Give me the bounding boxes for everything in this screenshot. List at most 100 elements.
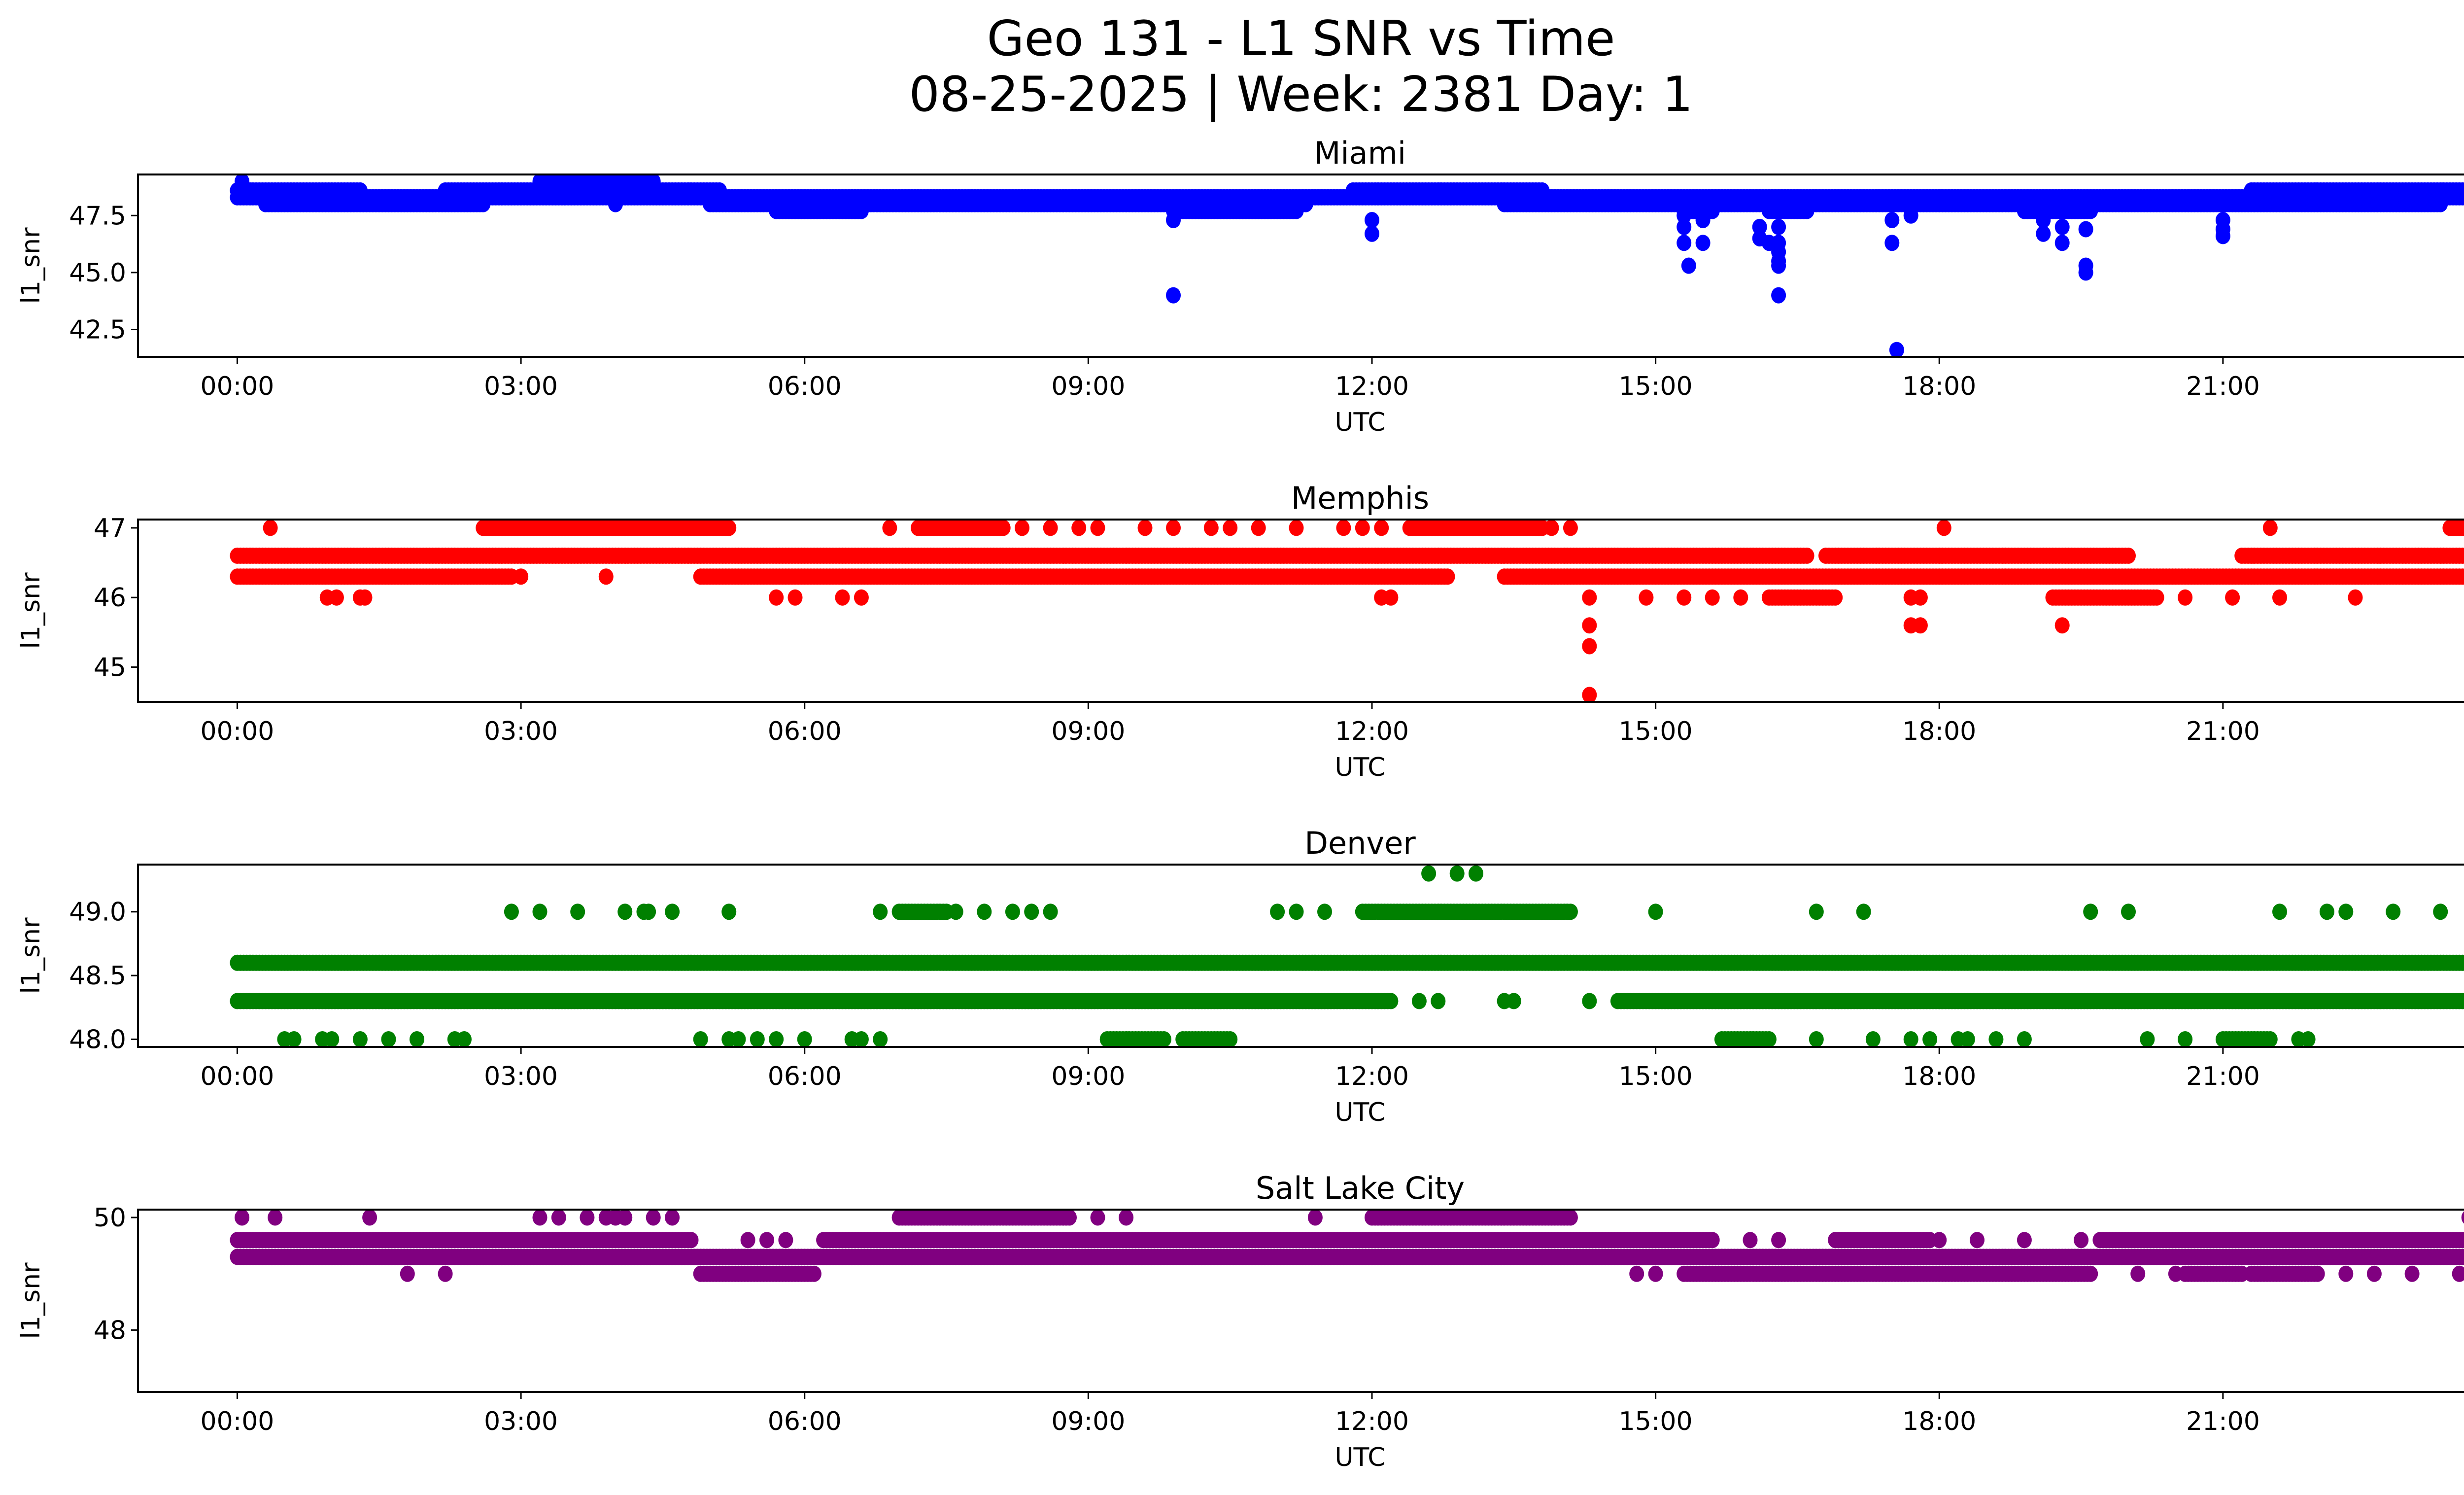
data-point-outlier [1677,207,1692,224]
data-point-outlier [2054,218,2070,235]
data-point-outlier [1639,589,1654,606]
data-point-outlier [1449,865,1465,882]
data-point-outlier [235,174,250,190]
data-point-outlier [1677,589,1692,606]
data-point-outlier [977,904,992,920]
data-point [2149,589,2164,606]
data-point-outlier [2300,1031,2316,1047]
data-point-outlier [2078,221,2093,238]
data-point-outlier [854,1031,869,1047]
x-tick-label: 12:00 [1335,717,1409,746]
data-point-outlier [1771,287,1786,304]
figure-title-line2: 08-25-2025 | Week: 2381 Day: 1 [909,67,1693,123]
data-point-outlier [1582,589,1597,606]
data-point-outlier [1421,865,1437,882]
data-point-outlier [1166,212,1181,228]
data-point-outlier [1270,904,1285,920]
data-point-outlier [1015,520,1029,536]
data-point [1289,203,1304,219]
data-point-outlier [1695,212,1711,228]
data-point-outlier [1903,207,1918,224]
x-tick-label: 06:00 [768,717,842,746]
data-point-outlier [617,904,633,920]
data-point-outlier [1582,687,1597,702]
data-point [1799,203,1814,219]
data-point-outlier [1137,520,1153,536]
data-point-outlier [1695,235,1711,251]
data-point-outlier [1317,904,1332,920]
scatter-points [230,520,2464,702]
x-tick-label: 00:00 [201,1062,274,1091]
data-point-outlier [357,589,373,606]
data-point [1156,1031,1171,1047]
data-point-outlier [1922,1031,1938,1047]
data-point-outlier [1809,1031,1824,1047]
data-point-outlier [731,1031,746,1047]
y-axis-label: l1_snr [16,227,46,304]
x-tick-label: 15:00 [1619,717,1693,746]
data-point-outlier [1365,212,1379,228]
data-point-outlier [2178,589,2193,606]
data-point [2461,956,2464,969]
data-point [1828,589,1843,606]
data-point [476,196,491,212]
data-point [1383,993,1399,1009]
data-point-outlier [1988,1031,2004,1047]
data-point [2461,570,2464,583]
data-point-outlier [2178,1031,2193,1047]
data-point-outlier [2215,228,2230,244]
data-point-outlier [854,589,869,606]
data-point-outlier [570,904,585,920]
x-tick-label: 21:00 [2186,372,2260,401]
data-point-outlier [787,589,803,606]
scatter-points [230,865,2464,1047]
y-tick-label: 47 [94,514,126,543]
data-point-outlier [1582,993,1597,1009]
axes-frame [137,519,2464,703]
data-point-outlier [329,589,344,606]
y-axis-label: l1_snr [16,572,46,649]
data-point-outlier [1903,589,1918,606]
y-tick-label: 45.0 [69,258,126,288]
data-point-outlier [2036,225,2051,242]
y-tick-label: 46 [94,583,126,613]
x-tick-label: 03:00 [484,1062,558,1091]
data-point [2461,191,2464,204]
data-point-outlier [1677,235,1692,251]
data-point-outlier [1289,904,1304,920]
data-point [1223,1031,1238,1047]
data-point-outlier [1771,257,1786,274]
data-point-outlier [2121,904,2136,920]
data-point-outlier [1203,520,1219,536]
data-point-outlier [2017,1031,2032,1047]
x-axis-label: UTC [1335,408,1385,437]
data-point-outlier [721,904,737,920]
data-point-outlier [2272,904,2287,920]
data-point [1563,904,1578,920]
data-point-outlier [1431,993,1446,1009]
x-tick-label: 18:00 [1902,372,1976,401]
x-tick-label: 18:00 [1902,717,1976,746]
axes-frame [137,864,2464,1048]
data-point-outlier [1289,520,1304,536]
data-point [2461,995,2464,1008]
data-point-outlier [1752,218,1767,235]
data-point-outlier [769,589,784,606]
data-point [2083,203,2098,219]
x-tick-label: 03:00 [484,717,558,746]
data-point-outlier [1024,904,1039,920]
data-point-outlier [2319,904,2334,920]
data-point-outlier [2272,589,2287,606]
data-point-outlier [1884,212,1900,228]
data-point-outlier [2338,904,2354,920]
data-point-outlier [693,1031,708,1047]
data-point-outlier [873,904,888,920]
axes-frame [137,174,2464,358]
data-point [1761,1031,1777,1047]
x-tick-label: 15:00 [1619,372,1693,401]
data-point-outlier [2054,235,2070,251]
data-point-outlier [2083,904,2098,920]
